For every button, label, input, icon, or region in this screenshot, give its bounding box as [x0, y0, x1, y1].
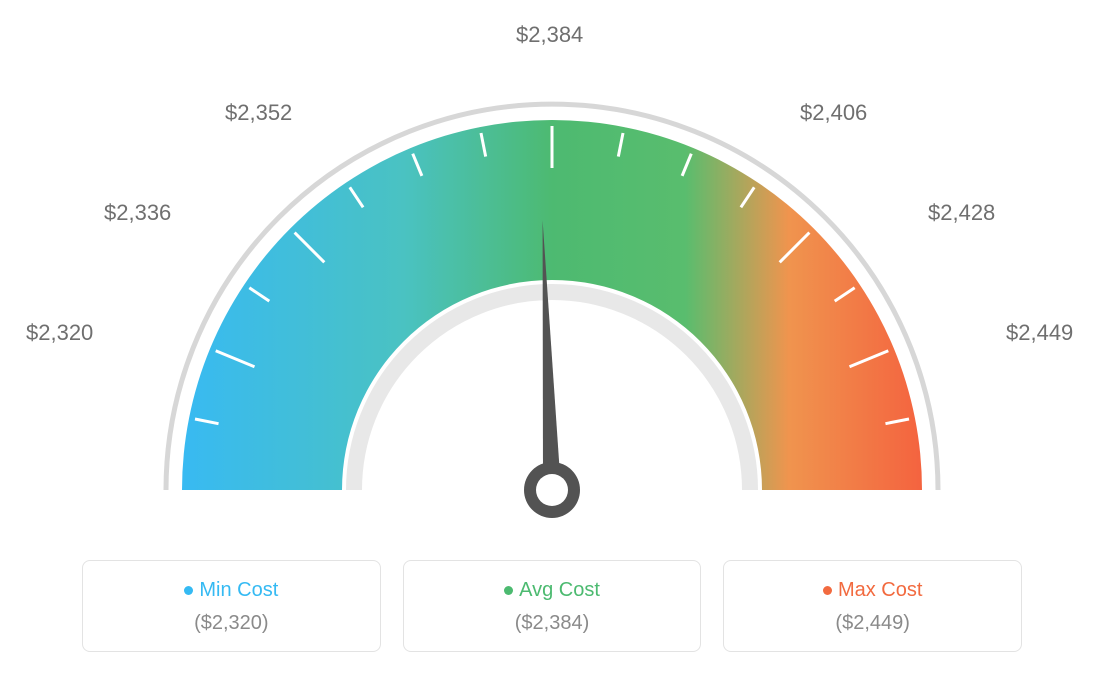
legend-row: Min Cost ($2,320) Avg Cost ($2,384) Max …	[82, 560, 1022, 652]
legend-card-max: Max Cost ($2,449)	[723, 560, 1022, 652]
legend-label-avg: Avg Cost	[519, 579, 600, 601]
legend-value-avg: ($2,384)	[414, 612, 691, 635]
legend-value-max: ($2,449)	[734, 612, 1011, 635]
gauge-tick-label: $2,384	[516, 22, 583, 48]
legend-value-min: ($2,320)	[93, 612, 370, 635]
legend-title-avg: Avg Cost	[414, 579, 691, 602]
dot-icon	[823, 586, 832, 595]
legend-title-min: Min Cost	[93, 579, 370, 602]
gauge-tick-label: $2,449	[1006, 320, 1073, 346]
dot-icon	[504, 586, 513, 595]
gauge-tick-label: $2,428	[928, 200, 995, 226]
legend-card-avg: Avg Cost ($2,384)	[403, 560, 702, 652]
gauge-tick-label: $2,406	[800, 100, 867, 126]
legend-title-max: Max Cost	[734, 579, 1011, 602]
gauge-chart-container: $2,320 $2,336 $2,352 $2,384 $2,406 $2,428 $2,4…	[0, 0, 1104, 690]
gauge-area: $2,320 $2,336 $2,352 $2,384 $2,406 $2,428 $2,4…	[0, 0, 1104, 560]
legend-label-max: Max Cost	[838, 579, 922, 601]
dot-icon	[184, 586, 193, 595]
gauge-tick-label: $2,352	[225, 100, 292, 126]
gauge-tick-label: $2,336	[104, 200, 171, 226]
legend-label-min: Min Cost	[199, 579, 278, 601]
legend-card-min: Min Cost ($2,320)	[82, 560, 381, 652]
gauge-tick-label: $2,320	[26, 320, 93, 346]
